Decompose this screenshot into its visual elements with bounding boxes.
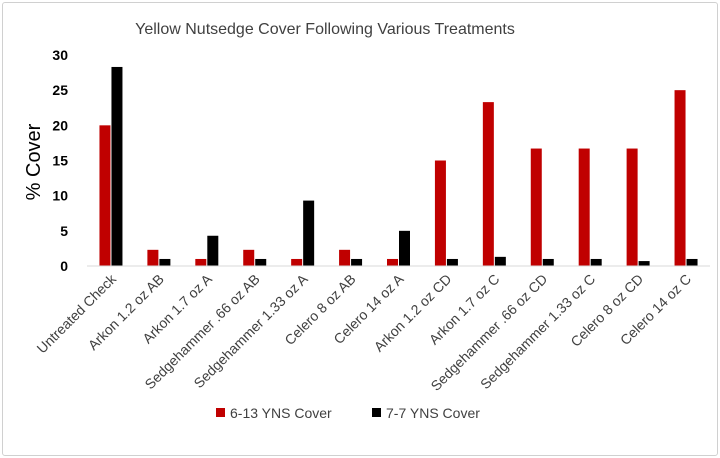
bar-series-2 [590,258,602,266]
bar-series-2 [446,258,458,266]
y-tick-label: 10 [52,188,68,204]
y-tick-label: 0 [60,258,68,274]
bar-series-1 [530,148,542,266]
bar-series-2 [351,258,363,266]
bar-series-1 [195,258,207,266]
bar-series-2 [159,258,171,266]
chart-title: Yellow Nutsedge Cover Following Various … [135,21,515,38]
bar-series-1 [99,125,111,266]
bar-series-1 [291,258,303,266]
bar-series-2 [638,261,650,266]
legend: 6-13 YNS Cover 7-7 YNS Cover [216,405,480,421]
bar-series-2 [494,256,506,266]
y-tick-label: 25 [52,82,68,98]
legend-label: 7-7 YNS Cover [386,405,480,421]
bar-series-2 [255,258,267,266]
y-tick-label: 30 [52,47,68,63]
bar-series-2 [111,66,123,266]
legend-label: 6-13 YNS Cover [230,405,332,421]
bar-series-1 [434,160,446,266]
bar-series-2 [399,230,410,266]
bar-series-1 [243,249,255,266]
bar-series-1 [674,90,686,267]
bar-series-1 [482,102,494,266]
legend-swatch [216,408,225,417]
bar-series-1 [147,249,159,266]
legend-swatch [372,408,381,417]
bar-series-1 [339,249,351,266]
category-label: Untreated Check [33,270,119,356]
bar-series-2 [686,258,698,266]
y-tick-label: 15 [52,153,68,169]
bars [99,66,698,267]
bar-series-1 [387,258,398,266]
bar-series-2 [542,258,554,266]
bar-series-1 [626,148,638,266]
y-tick-label: 20 [52,117,68,133]
y-tick-label: 5 [60,223,68,239]
bar-series-2 [303,200,315,266]
y-axis-ticks: 0 5 10 15 20 25 30 [52,47,68,274]
bar-series-2 [207,235,219,266]
y-axis-label: % Cover [23,123,45,200]
bar-series-1 [578,148,590,266]
